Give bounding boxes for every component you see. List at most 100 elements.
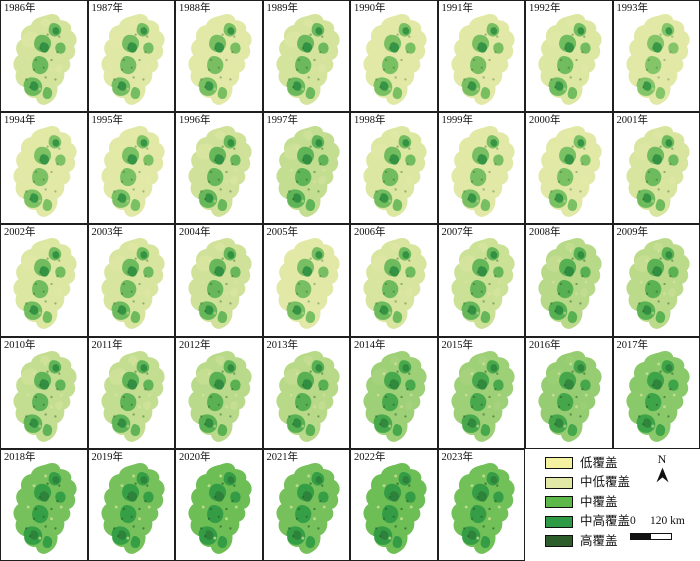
scale-zero-label: 0 <box>630 514 636 527</box>
map-panel-2000年: 2000年 <box>525 112 613 225</box>
basin-map-svg <box>100 238 165 330</box>
scale-bar-graphic <box>630 532 672 540</box>
map-panel-2018年: 2018年 <box>0 448 88 561</box>
map-panel-1992年: 1992年 <box>525 0 613 113</box>
legend-label: 高覆盖 <box>580 533 618 548</box>
year-label: 2019年 <box>91 451 124 463</box>
legend-label: 中覆盖 <box>580 494 618 509</box>
map-panel-1994年: 1994年 <box>0 112 88 225</box>
basin-map-svg <box>625 238 690 330</box>
legend-label: 中低覆盖 <box>580 475 631 490</box>
map-panel-2020年: 2020年 <box>175 448 263 561</box>
basin-map-svg <box>188 13 252 105</box>
legend-item: 中覆盖 <box>545 494 630 509</box>
scale-labels: 0 120 km <box>628 515 700 529</box>
basin-map-svg <box>450 350 515 442</box>
year-label: 2003年 <box>91 227 124 239</box>
year-label: 2001年 <box>616 115 649 127</box>
north-arrow: N <box>650 451 674 483</box>
legend-swatch <box>545 535 573 548</box>
basin-map-svg <box>450 13 515 105</box>
map-panel-2011年: 2011年 <box>87 336 175 449</box>
legend-area: 低覆盖 中低覆盖 中覆盖 中高覆盖 高覆盖 N 0 120 km <box>525 448 700 561</box>
basin-map-svg <box>100 13 165 105</box>
map-panel-1998年: 1998年 <box>350 112 438 225</box>
year-label: 2000年 <box>529 115 561 127</box>
map-panel-2021年: 2021年 <box>262 448 350 561</box>
map-panel-2019年: 2019年 <box>87 448 175 561</box>
year-label: 2020年 <box>179 451 211 463</box>
map-panel-1993年: 1993年 <box>612 0 700 113</box>
basin-map-svg <box>450 238 515 330</box>
map-panel-2008年: 2008年 <box>525 224 613 337</box>
map-panel-2023年: 2023年 <box>437 448 525 561</box>
basin-map-svg <box>188 126 252 218</box>
year-label: 2021年 <box>266 451 299 463</box>
basin-map-svg <box>13 462 77 554</box>
basin-map-svg <box>625 13 690 105</box>
scale-bar: 0 120 km <box>628 515 700 540</box>
map-panel-2005年: 2005年 <box>262 224 350 337</box>
year-label: 1996年 <box>179 115 211 127</box>
map-panel-2012年: 2012年 <box>175 336 263 449</box>
map-panel-2004年: 2004年 <box>175 224 263 337</box>
map-panel-1996年: 1996年 <box>175 112 263 225</box>
year-label: 1989年 <box>266 3 299 14</box>
north-label: N <box>657 451 667 466</box>
year-label: 1995年 <box>91 115 124 127</box>
map-panel-2001年: 2001年 <box>612 112 700 225</box>
map-panel-1986年: 1986年 <box>0 0 88 113</box>
basin-map-svg <box>13 126 77 218</box>
basin-map-svg <box>275 350 340 442</box>
map-panel-1988年: 1988年 <box>175 0 263 113</box>
basin-map-svg <box>188 462 252 554</box>
map-panel-2015年: 2015年 <box>437 336 525 449</box>
year-label: 2007年 <box>441 227 474 239</box>
map-panel-1987年: 1987年 <box>87 0 175 113</box>
legend-swatch <box>545 476 573 489</box>
map-panel-1997年: 1997年 <box>262 112 350 225</box>
map-panel-2003年: 2003年 <box>87 224 175 337</box>
year-label: 2013年 <box>266 339 299 351</box>
basin-map-svg <box>13 350 77 442</box>
year-label: 1998年 <box>354 115 386 127</box>
basin-map-svg <box>363 126 427 218</box>
basin-map-svg <box>450 462 515 554</box>
map-panel-2014年: 2014年 <box>350 336 438 449</box>
legend-swatch <box>545 496 573 509</box>
basin-map-svg <box>100 350 165 442</box>
map-panel-2002年: 2002年 <box>0 224 88 337</box>
legend: 低覆盖 中低覆盖 中覆盖 中高覆盖 高覆盖 <box>545 456 631 555</box>
legend-swatch <box>545 457 573 470</box>
basin-map-svg <box>363 462 427 554</box>
year-label: 2010年 <box>4 339 36 351</box>
year-label: 2017年 <box>616 339 649 351</box>
basin-map-svg <box>188 238 252 330</box>
map-panel-2022年: 2022年 <box>350 448 438 561</box>
map-panel-1999年: 1999年 <box>437 112 525 225</box>
year-label: 2016年 <box>529 339 561 351</box>
basin-map-svg <box>363 350 427 442</box>
legend-label: 中高覆盖 <box>580 514 631 529</box>
basin-map-svg <box>100 126 165 218</box>
year-label: 1997年 <box>266 115 299 127</box>
year-label: 1993年 <box>616 3 649 14</box>
year-label: 1994年 <box>4 115 36 127</box>
map-panel-1990年: 1990年 <box>350 0 438 113</box>
year-label: 2006年 <box>354 227 386 239</box>
basin-map-svg <box>538 238 602 330</box>
basin-map-svg <box>275 238 340 330</box>
basin-map-svg <box>538 126 602 218</box>
basin-map-svg <box>100 462 165 554</box>
scale-distance-label: 120 km <box>650 514 685 527</box>
year-label: 1999年 <box>441 115 474 127</box>
map-panel-2006年: 2006年 <box>350 224 438 337</box>
year-label: 1991年 <box>441 3 474 14</box>
basin-map-svg <box>363 13 427 105</box>
year-label: 2022年 <box>354 451 386 463</box>
map-panel-2013年: 2013年 <box>262 336 350 449</box>
basin-map-svg <box>538 350 602 442</box>
basin-map-svg <box>13 238 77 330</box>
map-panel-2016年: 2016年 <box>525 336 613 449</box>
